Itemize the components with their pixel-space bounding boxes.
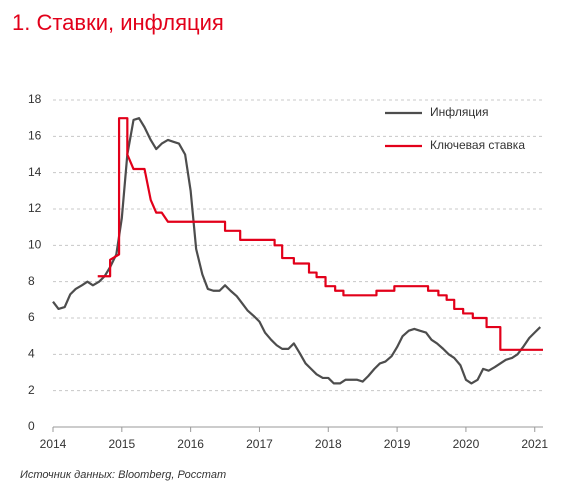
y-tick-label: 8 xyxy=(28,274,35,288)
x-tick-label: 2014 xyxy=(40,437,67,451)
y-tick-label: 0 xyxy=(28,419,35,433)
x-tick-label: 2018 xyxy=(315,437,342,451)
y-tick-label: 12 xyxy=(28,201,42,215)
y-tick-label: 2 xyxy=(28,383,35,397)
x-tick-label: 2020 xyxy=(453,437,480,451)
x-tick-label: 2015 xyxy=(108,437,135,451)
y-tick-label: 18 xyxy=(28,92,42,106)
legend-label: Ключевая ставка xyxy=(430,138,525,152)
series-line xyxy=(52,117,542,385)
series-line xyxy=(97,117,543,351)
source-note: Источник данных: Bloomberg, Росстат xyxy=(20,469,226,481)
chart-title: 1. Ставки, инфляция xyxy=(12,10,224,35)
y-tick-label: 16 xyxy=(28,129,42,143)
y-tick-label: 10 xyxy=(28,238,42,252)
y-tick-label: 4 xyxy=(28,347,35,361)
x-tick-label: 2021 xyxy=(521,437,548,451)
y-tick-label: 6 xyxy=(28,310,35,324)
y-tick-label: 14 xyxy=(28,165,42,179)
x-tick-label: 2017 xyxy=(246,437,273,451)
legend-label: Инфляция xyxy=(430,105,488,119)
x-tick-label: 2016 xyxy=(177,437,204,451)
x-tick-label: 2019 xyxy=(384,437,411,451)
